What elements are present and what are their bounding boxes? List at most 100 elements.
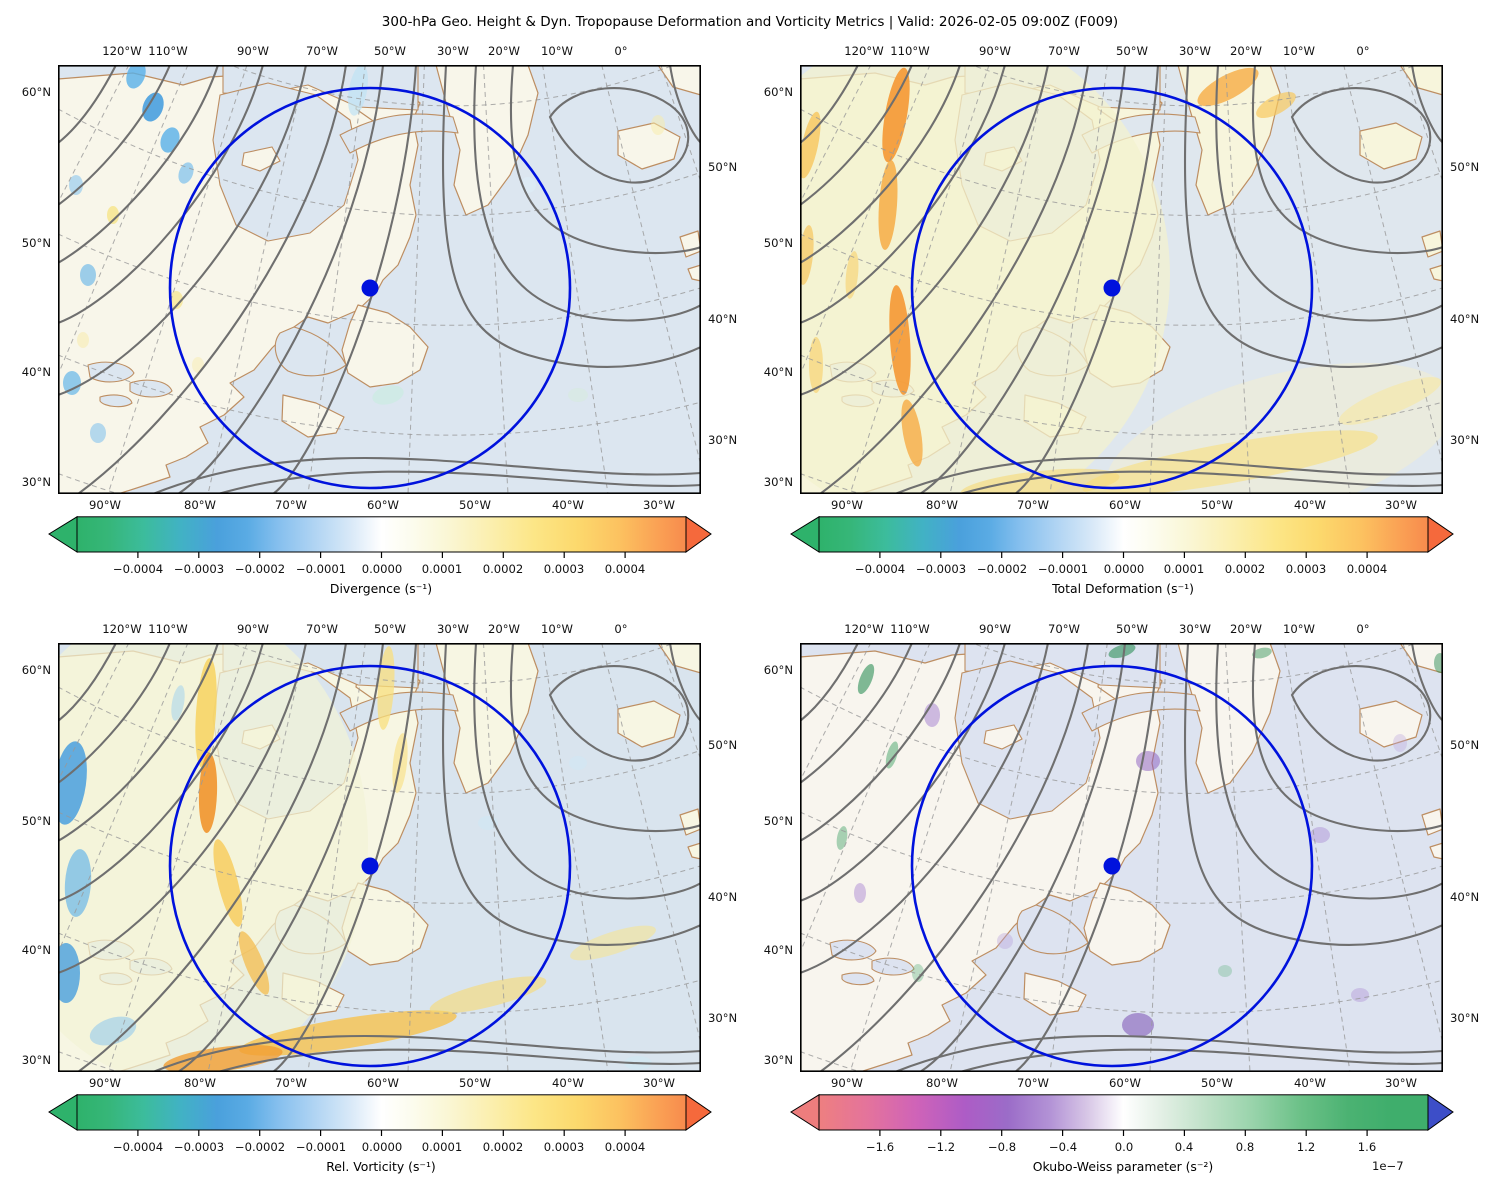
colorbar-tick-label: 0.0000	[361, 1140, 403, 1154]
graticule-line	[307, 65, 366, 494]
map-total-deformation	[800, 65, 1443, 494]
height-contour	[893, 1034, 1443, 1072]
lon-label-bottom: 50°W	[458, 498, 492, 512]
field-patch	[882, 67, 910, 163]
graticule-line	[207, 65, 307, 494]
height-contour	[958, 1048, 1443, 1072]
colorbar-title: Rel. Vorticity (s⁻¹)	[326, 1159, 436, 1174]
field-patch	[1136, 751, 1160, 771]
coastline-land	[1399, 643, 1443, 674]
lon-label-top: 0°	[614, 44, 628, 58]
graticule-line	[207, 643, 307, 1072]
lat-label-right: 30°N	[708, 1011, 738, 1025]
field-patch	[569, 756, 587, 770]
colorbar-tick-label: −0.0004	[112, 1140, 164, 1154]
lon-label-bottom: 40°W	[1293, 1076, 1327, 1090]
field-patch	[1393, 734, 1407, 752]
field-patch	[171, 685, 185, 721]
map-divergence	[58, 65, 701, 494]
lon-label-top: 90°W	[236, 44, 270, 58]
lon-label-top: 120°W	[844, 622, 884, 636]
colorbar-gradient	[818, 1094, 1429, 1131]
lon-label-top: 0°	[614, 622, 628, 636]
lon-label-top: 120°W	[844, 44, 884, 58]
colorbar-under-arrow	[790, 1094, 820, 1131]
height-contour	[800, 65, 962, 265]
lat-label-right: 40°N	[708, 312, 738, 326]
inland-water	[212, 82, 359, 242]
colorbar-tick-label: −0.0002	[976, 562, 1028, 576]
field-patch	[80, 264, 96, 286]
lat-label-left: 40°N	[21, 943, 51, 957]
graticule-line	[1343, 65, 1443, 468]
height-contour	[441, 643, 701, 946]
graticule-line	[1402, 643, 1443, 762]
inland-water	[1016, 904, 1089, 955]
lat-label-left: 30°N	[21, 1053, 51, 1067]
coastline-land	[687, 264, 701, 282]
colorbar-tick-label: −0.0001	[295, 1140, 347, 1154]
field-patch	[1122, 1013, 1154, 1037]
lon-label-top: 10°W	[1282, 622, 1316, 636]
lon-label-top: 50°W	[373, 44, 407, 58]
colorbar-tick-label: 0.4	[1174, 1140, 1194, 1154]
graticule-line	[228, 65, 676, 107]
field-patch	[924, 703, 940, 727]
colorbar-tick-label: −0.0003	[173, 562, 225, 576]
colorbar-tick-label: −0.4	[1048, 1140, 1078, 1154]
field-patch	[1197, 67, 1259, 107]
station-marker	[1103, 857, 1121, 875]
colorbar-over-arrow	[685, 516, 712, 553]
colorbar-total-deformation	[790, 516, 1454, 558]
lon-label-bottom: 30°W	[1384, 1076, 1418, 1090]
field-patch	[239, 1010, 457, 1056]
height-contour	[58, 643, 220, 843]
coastline-land	[1399, 65, 1443, 96]
lon-label-top: 0°	[1356, 622, 1370, 636]
map-okubo-weiss	[800, 643, 1443, 1072]
colorbar-tick-label: 1.2	[1296, 1140, 1316, 1154]
colorbar-tick-label: 0.0004	[604, 562, 646, 576]
colorbar-gradient	[76, 516, 687, 553]
height-contour	[58, 65, 265, 325]
inland-water	[829, 939, 877, 961]
lon-label-bottom: 70°W	[1016, 498, 1050, 512]
lon-label-top: 30°W	[1178, 622, 1212, 636]
height-contour	[668, 643, 701, 723]
lat-label-left: 30°N	[763, 475, 793, 489]
field-patch	[1082, 430, 1378, 494]
height-contour	[1251, 65, 1443, 255]
colorbar-tick-label: −0.8	[987, 1140, 1017, 1154]
graticule-line	[1402, 65, 1443, 184]
field-patch	[854, 883, 866, 903]
height-contour	[818, 65, 1090, 494]
lon-label-top: 50°W	[373, 622, 407, 636]
colorbar-tick-label: −0.0004	[854, 562, 906, 576]
height-contour	[151, 1034, 701, 1072]
coastline-land	[1429, 842, 1443, 860]
field-patch	[845, 251, 859, 299]
field-patch	[997, 933, 1013, 949]
height-contour	[958, 470, 1443, 494]
graticule-line	[800, 686, 1443, 794]
height-contour	[1290, 665, 1432, 762]
lon-label-bottom: 90°W	[88, 498, 122, 512]
map-frame	[800, 65, 1443, 494]
height-contour	[216, 470, 701, 494]
lon-label-bottom: 50°W	[1200, 498, 1234, 512]
field-patch	[568, 388, 588, 402]
height-contour	[1410, 65, 1443, 145]
height-contour	[509, 65, 701, 255]
coastline-land	[281, 394, 345, 438]
lon-label-top: 90°W	[978, 44, 1012, 58]
colorbar-tick-label: 0.0002	[1224, 562, 1266, 576]
colorbar-okubo-weiss	[790, 1094, 1454, 1136]
lon-label-top: 70°W	[305, 44, 339, 58]
lat-label-right: 30°N	[708, 433, 738, 447]
lon-label-bottom: 30°W	[642, 498, 676, 512]
graticule-line	[601, 643, 701, 1046]
lat-label-left: 40°N	[21, 365, 51, 379]
lon-label-bottom: 60°W	[366, 1076, 400, 1090]
lat-label-left: 50°N	[763, 236, 793, 250]
lon-label-bottom: 80°W	[183, 498, 217, 512]
